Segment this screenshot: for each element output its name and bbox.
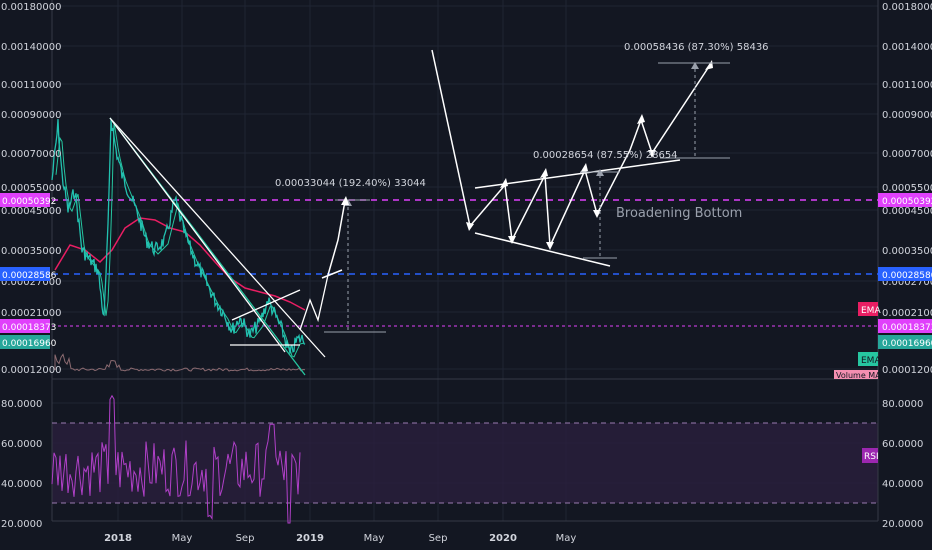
price-tag-right-label: 0.00018373 bbox=[882, 323, 932, 333]
rsi-axis-right: 80.0000 60.0000 40.0000 20.0000 bbox=[882, 399, 923, 530]
time-tick-label: 2020 bbox=[489, 533, 517, 544]
indicator-tag-ema-slow-label: EMA bbox=[861, 306, 881, 316]
ema-slow-line bbox=[54, 217, 306, 311]
time-tick-label: May bbox=[172, 533, 193, 544]
price-tag-right bbox=[878, 267, 932, 281]
price-tag-right bbox=[878, 319, 932, 333]
price-tags-right: 0.00050392 0.00028586 0.00018373 0.00016960 bbox=[878, 193, 932, 349]
measure-tool-2[interactable] bbox=[580, 169, 620, 259]
price-tick-label: 0.00035000 bbox=[1, 246, 61, 257]
rsi-line bbox=[51, 394, 301, 524]
price-tick-label: 0.00045000 bbox=[1, 206, 61, 217]
time-tick-label: May bbox=[364, 533, 385, 544]
time-axis[interactable]: 2018 May Sep 2019 May Sep 2020 May bbox=[104, 533, 576, 544]
annotation-measure-1: 0.00033044 (192.40%) 33044 bbox=[275, 178, 426, 189]
price-tag-left bbox=[0, 267, 50, 281]
indicator-tag-volume-ma-label: Volume MA bbox=[836, 371, 881, 380]
price-tick-label: 0.00140000 bbox=[1, 42, 61, 53]
rsi-tick-label: 60.0000 bbox=[1, 439, 42, 450]
price-tick-label: 0.00110000 bbox=[882, 80, 932, 91]
rsi-tick-label: 40.0000 bbox=[1, 479, 42, 490]
rsi-band-zone bbox=[52, 423, 878, 503]
rsi-axis-left: 80.0000 60.0000 40.0000 20.0000 bbox=[1, 399, 42, 530]
trendline-main bbox=[109, 117, 326, 358]
time-tick-label: Sep bbox=[429, 533, 448, 544]
trendline-inner bbox=[109, 117, 286, 353]
price-tick-label: 0.00070000 bbox=[1, 149, 61, 160]
price-tick-label: 0.00045000 bbox=[882, 206, 932, 217]
drawings[interactable] bbox=[109, 117, 329, 376]
rsi-tick-label: 60.0000 bbox=[882, 439, 923, 450]
price-tick-label: 0.00090000 bbox=[882, 110, 932, 121]
price-tick-label: 0.00055000 bbox=[882, 183, 932, 194]
volume-area bbox=[54, 353, 306, 372]
price-tag-right-label: 0.00028586 bbox=[882, 271, 932, 281]
price-tick-label: 0.00021000 bbox=[1, 308, 61, 319]
price-tag-left-label: 0.00016960 bbox=[2, 339, 57, 349]
price-tag-right-label: 0.00016960 bbox=[882, 339, 932, 349]
price-tick-label: 0.00012000 bbox=[1, 365, 61, 376]
price-tag-left bbox=[0, 319, 50, 333]
time-tick-label: 2019 bbox=[296, 533, 324, 544]
projection-zigzag bbox=[299, 274, 329, 331]
price-tick-label: 0.00110000 bbox=[1, 80, 61, 91]
price-tick-label: 0.00021000 bbox=[882, 308, 932, 319]
price-tick-label: 0.00140000 bbox=[882, 42, 932, 53]
price-tag-left bbox=[0, 335, 50, 349]
price-axis-right[interactable]: 0.00180000 0.00140000 0.00110000 0.00090000… bbox=[882, 2, 932, 376]
price-tick-label: 0.00055000 bbox=[1, 183, 61, 194]
annotation-measure-3: 0.00058436 (87.30%) 58436 bbox=[624, 42, 769, 53]
price-tick-label: 0.00035000 bbox=[882, 246, 932, 257]
measure-tool-1[interactable] bbox=[324, 199, 386, 333]
price-tag-right-label: 0.00050392 bbox=[882, 197, 932, 207]
rsi-tick-label: 20.0000 bbox=[1, 519, 42, 530]
rsi-tick-label: 20.0000 bbox=[882, 519, 923, 530]
price-tag-right bbox=[878, 335, 932, 349]
indicator-tag-ema-fast[interactable]: EMA bbox=[858, 352, 881, 366]
measure-tool-3[interactable] bbox=[658, 62, 730, 159]
indicator-tag-ema-slow[interactable]: EMA bbox=[858, 302, 881, 316]
price-tag-left bbox=[0, 193, 50, 207]
rsi-tick-label: 40.0000 bbox=[882, 479, 923, 490]
price-tag-left-label: 0.00018373 bbox=[2, 323, 56, 333]
projection-arrows-1 bbox=[321, 196, 349, 279]
price-axis-left[interactable]: 0.00180000 0.00140000 0.00110000 0.00090000… bbox=[1, 2, 61, 376]
pattern-label: Broadening Bottom bbox=[616, 206, 742, 221]
price-tick-label: 0.00180000 bbox=[882, 2, 932, 13]
price-tag-right bbox=[878, 193, 932, 207]
price-tick-label: 0.00090000 bbox=[1, 110, 61, 121]
price-tick-label: 0.00027000 bbox=[1, 277, 61, 288]
rsi-tick-label: 80.0000 bbox=[882, 399, 923, 410]
price-tag-left-label: 0.00050392 bbox=[2, 197, 56, 207]
indicator-tag-ema-fast-label: EMA bbox=[861, 356, 881, 366]
time-tick-label: May bbox=[556, 533, 577, 544]
indicator-tag-rsi-label: RSI bbox=[864, 452, 879, 462]
price-tick-label: 0.00027000 bbox=[882, 277, 932, 288]
broadening-bottom-arrowheads bbox=[466, 60, 713, 250]
rsi-tick-label: 80.0000 bbox=[1, 399, 42, 410]
price-tick-label: 0.00180000 bbox=[1, 2, 61, 13]
time-tick-label: Sep bbox=[236, 533, 255, 544]
wedge-top bbox=[231, 289, 301, 321]
time-tick-label: 2018 bbox=[104, 533, 132, 544]
indicator-tag-volume-ma[interactable]: Volume MA bbox=[834, 370, 881, 380]
annotation-measure-2: 0.00028654 (87.55%) 28654 bbox=[533, 150, 678, 161]
price-tag-left-label: 0.00028586 bbox=[2, 271, 57, 281]
indicator-tag-rsi[interactable]: RSI bbox=[862, 448, 879, 463]
price-tick-label: 0.00012000 bbox=[882, 365, 932, 376]
price-tick-label: 0.00070000 bbox=[882, 149, 932, 160]
price-tags-left: 0.00050392 0.00028586 0.00018373 0.00016960 bbox=[0, 193, 57, 349]
